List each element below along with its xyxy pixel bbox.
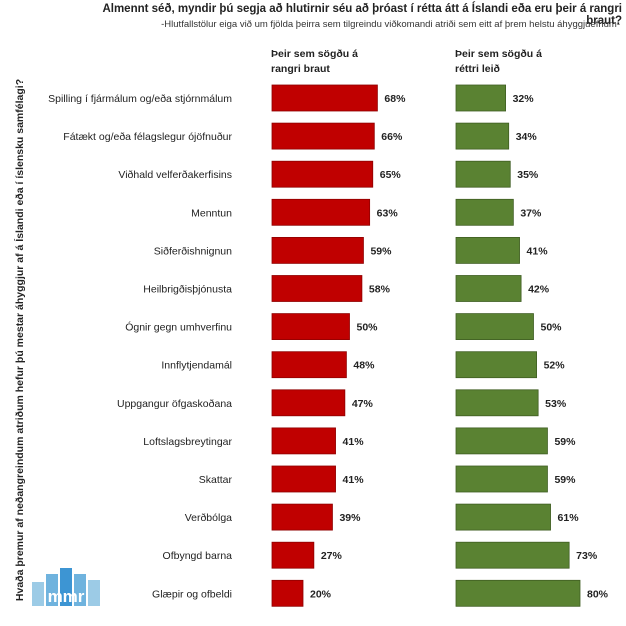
chart-subtitle: -Hlutfallstölur eiga við um fjölda þeirr… (161, 19, 620, 30)
bar-right (455, 160, 511, 188)
series-header-wrong-line1: Þeir sem sögðu á (271, 48, 358, 60)
data-label-right: 59% (554, 436, 576, 448)
data-label-wrong: 59% (370, 245, 392, 257)
data-label-right: 37% (520, 207, 542, 219)
logo-block-5 (88, 580, 100, 606)
category-label: Verðbólga (185, 512, 232, 524)
bar-wrong (271, 236, 364, 264)
data-label-wrong: 63% (377, 207, 399, 219)
data-label-right: 61% (558, 512, 580, 524)
bar-wrong (271, 465, 336, 493)
bar-right (455, 465, 548, 493)
bar-wrong (271, 313, 350, 341)
category-label: Heilbrigðisþjónusta (143, 284, 232, 296)
bar-wrong (271, 541, 315, 569)
data-label-right: 53% (545, 398, 567, 410)
category-label: Menntun (191, 207, 232, 219)
data-label-wrong: 20% (310, 588, 332, 600)
category-label: Ógnir gegn umhverfinu (125, 321, 232, 334)
data-label-right: 73% (576, 550, 598, 562)
data-label-right: 52% (544, 360, 566, 372)
bar-right (455, 236, 520, 264)
series-header-right-line1: Þeir sem sögðu á (455, 48, 542, 60)
category-label: Loftslagsbreytingar (143, 436, 232, 448)
bar-wrong (271, 389, 346, 417)
bar-wrong (271, 427, 336, 455)
logo-block-1 (32, 582, 44, 606)
data-label-right: 32% (513, 93, 535, 105)
bar-right (455, 503, 551, 531)
data-label-right: 35% (517, 169, 539, 181)
series-header-wrong: Þeir sem sögðu á rangri braut (271, 47, 358, 77)
category-label: Fátækt og/eða félagslegur ójöfnuður (63, 131, 232, 143)
data-label-wrong: 48% (353, 360, 375, 372)
bar-right (455, 275, 522, 302)
bar-wrong (271, 351, 347, 379)
data-label-wrong: 41% (343, 436, 365, 448)
category-label: Skattar (199, 474, 233, 486)
data-label-right: 34% (516, 131, 538, 143)
bar-wrong (271, 198, 371, 226)
logo-block-2 (46, 574, 58, 606)
series-header-right: Þeir sem sögðu á réttri leið (455, 47, 542, 77)
data-label-wrong: 27% (321, 550, 343, 562)
series-header-right-line2: réttri leið (455, 63, 500, 75)
data-label-wrong: 58% (369, 284, 391, 296)
bar-wrong (271, 275, 363, 302)
bar-right (455, 313, 534, 341)
logo-text: mmr (48, 587, 85, 606)
bar-wrong (271, 503, 333, 531)
logo-block-3 (60, 568, 72, 606)
category-label: Spilling í fjármálum og/eða stjórnmálum (48, 93, 232, 105)
bar-right (455, 541, 570, 569)
data-label-right: 59% (554, 474, 576, 486)
data-label-wrong: 41% (343, 474, 365, 486)
category-label: Siðferðishnignun (154, 245, 232, 257)
series-header-wrong-line2: rangri braut (271, 63, 330, 75)
data-label-wrong: 66% (381, 131, 403, 143)
bar-wrong (271, 84, 378, 112)
data-label-wrong: 39% (339, 512, 361, 524)
bar-wrong (271, 579, 304, 607)
category-label: Viðhald velferðakerfisins (118, 169, 232, 181)
data-label-wrong: 50% (357, 322, 379, 334)
bar-right (455, 84, 506, 112)
logo-block-4 (74, 574, 86, 606)
bar-right (455, 579, 581, 607)
category-label: Uppgangur öfgaskoðana (117, 398, 232, 410)
bar-right (455, 122, 510, 150)
bar-wrong (271, 122, 375, 150)
data-label-wrong: 65% (380, 169, 402, 181)
data-label-right: 50% (541, 322, 563, 334)
bar-right (455, 427, 548, 455)
data-label-wrong: 68% (384, 93, 406, 105)
bar-right (455, 351, 537, 379)
data-label-right: 42% (528, 284, 550, 296)
mmr-logo: mmr (32, 568, 100, 606)
data-label-wrong: 47% (352, 398, 374, 410)
chart-title: Almennt séð, myndir þú segja að hlutirni… (102, 3, 622, 27)
bar-wrong (271, 160, 374, 188)
data-label-right: 80% (587, 588, 609, 600)
data-label-right: 41% (527, 245, 549, 257)
bar-right (455, 389, 539, 417)
category-label: Glæpir og ofbeldi (152, 588, 232, 600)
category-label: Ofbyngd barna (163, 550, 233, 562)
category-label: Innflytjendamál (161, 360, 232, 372)
bar-right (455, 198, 514, 226)
